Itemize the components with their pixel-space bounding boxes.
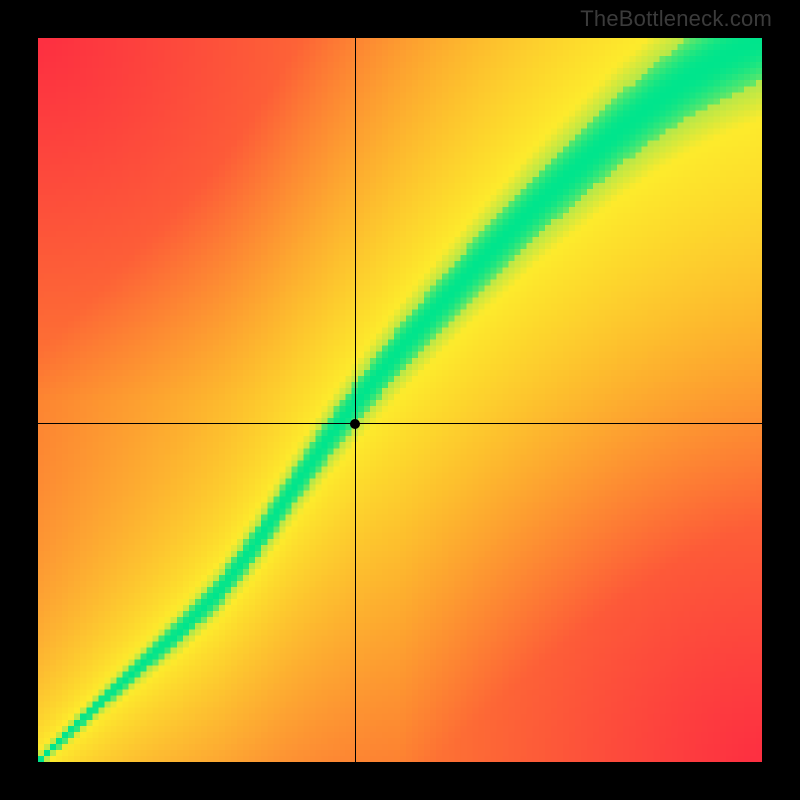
chart-container: TheBottleneck.com <box>0 0 800 800</box>
watermark-text: TheBottleneck.com <box>580 6 772 32</box>
heatmap-canvas <box>38 38 762 762</box>
